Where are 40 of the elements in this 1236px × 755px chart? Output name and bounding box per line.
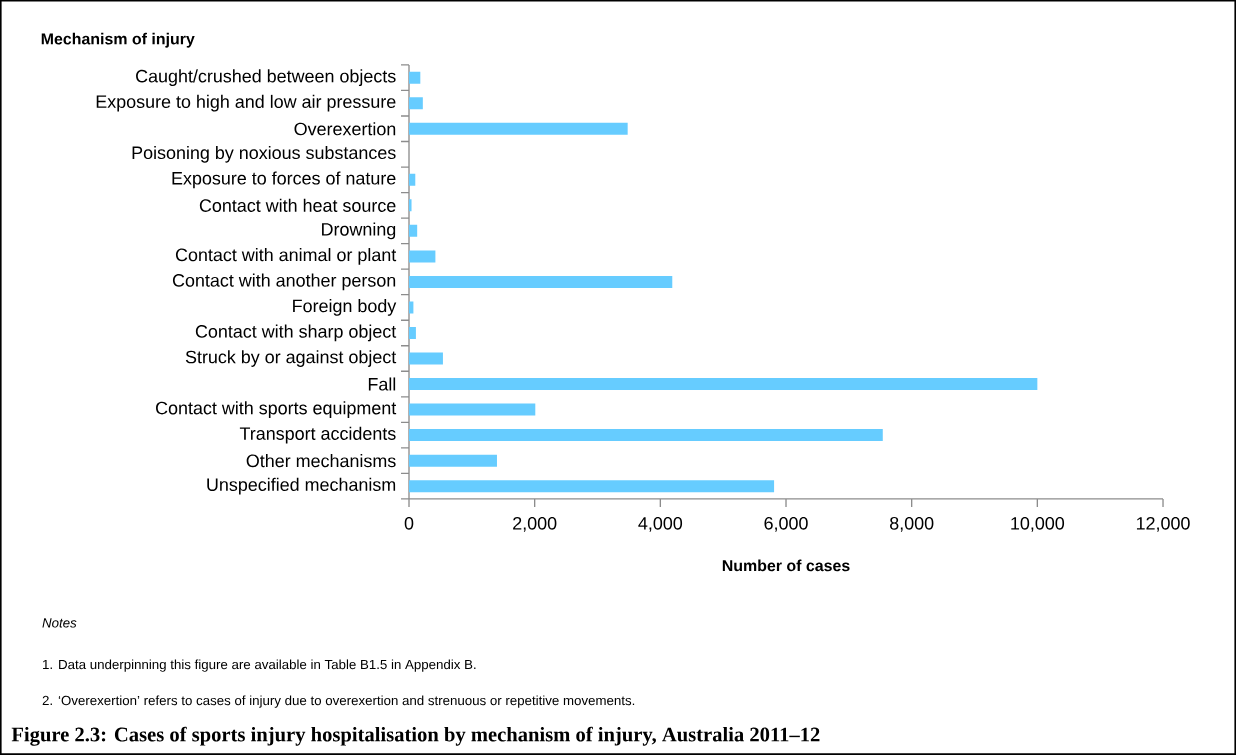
- x-tick-label: 10,000: [1011, 516, 1065, 532]
- y-axis-title: Mechanism of injury: [41, 32, 195, 48]
- y-tick-label: Contact with animal or plant: [175, 248, 397, 265]
- bar: [409, 403, 536, 416]
- y-tick-label: Contact with sharp object: [195, 324, 397, 342]
- bar: [409, 122, 628, 135]
- y-tick-label: Contact with heat source: [199, 198, 396, 212]
- bar: [409, 429, 883, 442]
- y-tick-label: Overexertion: [294, 122, 396, 136]
- text: Notes: [42, 618, 77, 628]
- y-tick-label: Drowning: [322, 222, 396, 240]
- bar: [409, 378, 1038, 391]
- text: 2. ‘Overexertion’ refers to cases of injury due to overexertion and strenuous or repetitive movements.: [42, 695, 635, 708]
- y-tick-label: Transport accidents: [239, 426, 396, 444]
- bar: [409, 480, 775, 493]
- bar: [409, 97, 423, 110]
- x-tick-label: 12,000: [1136, 516, 1190, 532]
- y-tick-label: Other mechanisms: [246, 454, 396, 468]
- y-tick-label: Contact with sports equipment: [156, 401, 397, 418]
- bar: [409, 352, 443, 365]
- y-tick-label: Exposure to high and low air pressure: [96, 94, 396, 112]
- y-tick-label: Foreign body: [293, 299, 397, 316]
- text: 1. Data underpinning this figure are available in Table B1.5 in Appendix B.: [43, 659, 476, 672]
- bar: [409, 275, 673, 288]
- y-tick-label: Struck by or against object: [185, 350, 397, 367]
- x-tick-label: 6,000: [764, 516, 808, 532]
- y-tick-label: Contact with another person: [172, 273, 396, 291]
- x-tick-label: 2,000: [513, 516, 557, 532]
- x-axis-title: Number of cases: [722, 559, 850, 572]
- y-tick-label: Poisoning by noxious substances: [132, 145, 396, 163]
- x-tick-label: 8,000: [890, 516, 934, 532]
- x-tick-label: 0: [404, 516, 414, 530]
- text: Figure 2.3: Cases of sports injury hospitalisation by mechanism of injury, Australia 2011–12: [11, 726, 820, 746]
- bar: [409, 250, 436, 263]
- bar: [409, 454, 497, 467]
- y-tick-label: Caught/crushed between objects: [136, 69, 396, 87]
- x-tick-label: 4,000: [638, 516, 683, 532]
- y-tick-label: Exposure to forces of nature: [172, 171, 396, 189]
- y-tick-label: Fall: [368, 377, 396, 391]
- y-tick-label: Unspecified mechanism: [207, 477, 396, 495]
